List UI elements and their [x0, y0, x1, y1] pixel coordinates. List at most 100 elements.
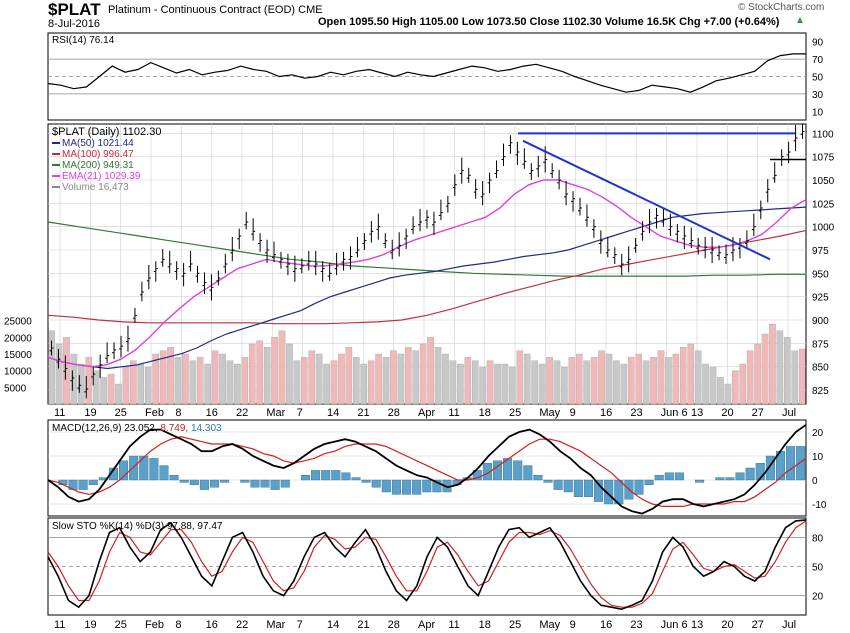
volume-bar [78, 363, 85, 405]
macd-histogram-bar [189, 479, 199, 486]
volume-bar [278, 330, 286, 405]
volume-bar [234, 363, 241, 405]
macd-histogram-bar [280, 479, 290, 488]
sto-x-tick-label: 20 [721, 619, 733, 631]
price-legend-title: $PLAT (Daily) 1102.30 [52, 126, 161, 138]
symbol-title: $PLAT [48, 0, 101, 19]
x-tick-label: 19 [84, 407, 96, 419]
macd-histogram-bar [422, 479, 432, 493]
macd-histogram-bar [412, 479, 422, 495]
quote-summary: Open 1095.50 High 1105.00 Low 1073.50 Cl… [318, 16, 780, 28]
sto-x-tick-label: May [539, 619, 560, 631]
price-panel [47, 123, 807, 405]
volume-bar [248, 343, 256, 405]
sto-x-tick-label: 8 [175, 619, 181, 631]
macd-histogram-bar [553, 479, 563, 490]
rsi-tick-label: 70 [812, 55, 824, 66]
x-tick-label: 25 [115, 407, 127, 419]
volume-bar [256, 340, 263, 405]
sto-tick-label: 80 [812, 533, 824, 544]
legend-entry: EMA(21) 1029.39 [62, 171, 141, 182]
x-tick-label: May [539, 407, 560, 419]
sto-x-tick-label: 13 [691, 619, 703, 631]
price-tick-label: 825 [812, 386, 829, 397]
macd-histogram-bar [432, 479, 442, 493]
volume-bar [159, 350, 167, 405]
volume-bar [405, 347, 412, 405]
volume-bar [367, 360, 375, 405]
macd-histogram-bar [503, 458, 513, 481]
macd-histogram-bar [492, 460, 502, 481]
volume-bar [613, 360, 620, 405]
ma200-line [47, 221, 806, 277]
volume-bar [92, 370, 100, 405]
volume-bar [63, 337, 70, 405]
macd-histogram-bar [300, 475, 310, 481]
volume-bar [709, 367, 717, 405]
volume-bar [419, 343, 427, 405]
macd-histogram-bar [351, 477, 361, 481]
sto-x-tick-label: Jun 6 [661, 619, 688, 631]
volume-bar [315, 353, 323, 405]
volume-bar [434, 347, 442, 405]
macd-histogram-bar [634, 479, 644, 495]
macd-histogram-bar [78, 479, 88, 490]
price-tick-label: 1000 [812, 223, 835, 234]
volume-bar [583, 360, 590, 405]
volume-bar [189, 360, 197, 405]
volume-bar [680, 347, 687, 405]
volume-bar [85, 357, 93, 405]
volume-bar [620, 363, 628, 405]
price-tick-label: 1050 [812, 176, 835, 187]
macd-histogram-bar [119, 460, 129, 481]
volume-bar [226, 360, 234, 405]
macd-tick-label: 10 [812, 452, 824, 463]
volume-bar [48, 330, 55, 405]
x-tick-label: 9 [570, 407, 576, 419]
legend-entry: MA(100) 996.47 [62, 149, 134, 160]
sto-x-tick-label: 19 [84, 619, 96, 631]
volume-bar [204, 363, 211, 405]
macd-histogram-bar [664, 472, 674, 481]
macd-histogram-bar [361, 479, 371, 483]
x-tick-label: 7 [297, 407, 303, 419]
x-tick-label: 11 [54, 407, 65, 419]
rsi-tick-label: 10 [812, 107, 824, 118]
volume-bar [100, 377, 107, 405]
macd-histogram-bar [250, 479, 260, 488]
volume-bar [449, 360, 457, 405]
macd-histogram-bar [735, 472, 745, 481]
price-tick-label: 950 [812, 269, 829, 280]
volume-tick-label: 15000 [4, 350, 32, 361]
volume-bar [665, 357, 672, 405]
macd-histogram-bar [543, 479, 553, 483]
volume-bar [442, 353, 449, 405]
macd-histogram-bar [796, 446, 806, 481]
macd-histogram-bar [270, 479, 280, 490]
volume-bar [509, 367, 516, 405]
macd-histogram-bar [513, 460, 523, 481]
volume-bar [642, 360, 650, 405]
macd-histogram-bar [583, 479, 593, 497]
macd-tick-label: 0 [812, 476, 818, 487]
x-tick-label: Mar [266, 407, 285, 419]
x-tick-label: Feb [145, 407, 164, 419]
volume-bar [754, 343, 761, 405]
volume-bar [784, 337, 791, 405]
volume-bar [271, 337, 278, 405]
volume-bar [687, 343, 694, 405]
price-tick-label: 1025 [812, 199, 835, 210]
sto-x-tick-label: Jul [782, 619, 796, 631]
macd-histogram-bar [533, 475, 543, 481]
volume-bar [427, 337, 434, 405]
x-tick-label: Jun 6 [661, 407, 688, 419]
macd-histogram-bar [179, 479, 189, 483]
volume-bar [553, 360, 561, 405]
sto-title: Slow STO %K(14) %D(3) 97.88, 97.47 [52, 521, 223, 532]
volume-bar [672, 353, 680, 405]
sto-x-tick-label: 9 [570, 619, 576, 631]
sto-x-tick-label: 23 [630, 619, 642, 631]
x-tick-label: 21 [357, 407, 369, 419]
x-tick-label: 16 [206, 407, 218, 419]
